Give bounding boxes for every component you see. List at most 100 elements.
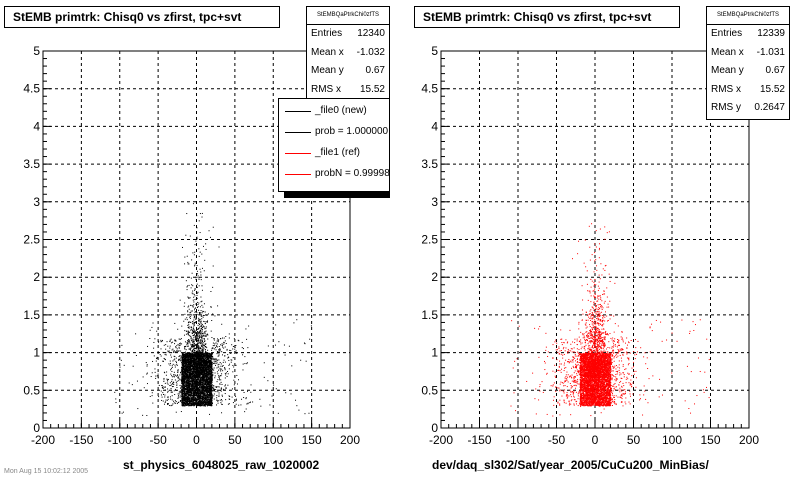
scatter-point — [208, 401, 210, 403]
scatter-point — [186, 377, 188, 379]
scatter-point — [187, 393, 189, 395]
scatter-point — [195, 397, 197, 399]
scatter-point — [186, 404, 188, 406]
scatter-point — [198, 345, 200, 347]
scatter-point — [187, 382, 189, 384]
scatter-point — [211, 379, 213, 381]
scatter-point — [197, 365, 199, 367]
scatter-point — [203, 362, 205, 364]
scatter-point — [209, 402, 211, 404]
scatter-point — [205, 375, 207, 377]
scatter-point — [188, 324, 190, 326]
scatter-point — [189, 387, 191, 389]
scatter-point — [200, 404, 202, 406]
scatter-point — [200, 315, 202, 317]
scatter-point — [207, 393, 209, 395]
scatter-point — [189, 403, 191, 405]
scatter-point — [205, 386, 207, 388]
scatter-point — [204, 368, 206, 370]
scatter-point — [205, 335, 207, 337]
scatter-point — [204, 361, 206, 363]
scatter-point — [210, 354, 212, 356]
scatter-point — [202, 368, 204, 370]
scatter-point — [193, 394, 195, 396]
scatter-point — [182, 352, 184, 354]
scatter-point — [204, 365, 206, 367]
scatter-point — [182, 398, 184, 400]
scatter-point — [197, 377, 199, 379]
scatter-point — [182, 376, 184, 378]
scatter-point — [207, 354, 209, 356]
scatter-point — [200, 403, 202, 405]
scatter-point — [204, 357, 206, 359]
scatter-point — [194, 376, 196, 378]
scatter-point — [199, 363, 201, 365]
scatter-point — [208, 404, 210, 406]
scatter-point — [198, 356, 200, 358]
scatter-point — [211, 352, 213, 354]
scatter-point — [198, 395, 200, 397]
scatter-point — [205, 343, 207, 345]
scatter-point — [187, 359, 189, 361]
scatter-point — [193, 265, 195, 267]
scatter-point — [188, 397, 190, 399]
scatter-point — [208, 359, 210, 361]
scatter-point — [200, 353, 202, 355]
scatter-point — [193, 319, 195, 321]
scatter-point — [197, 391, 199, 393]
scatter-point — [201, 383, 203, 385]
scatter-point — [196, 396, 198, 398]
scatter-point — [192, 366, 194, 368]
scatter-point — [185, 358, 187, 360]
scatter-point — [211, 358, 213, 360]
scatter-point — [203, 403, 205, 405]
scatter-point — [203, 403, 205, 405]
scatter-point — [193, 362, 195, 364]
scatter-point — [204, 359, 206, 361]
scatter-point — [195, 375, 197, 377]
scatter-point — [190, 397, 192, 399]
scatter-point — [197, 331, 199, 333]
scatter-point — [195, 393, 197, 395]
scatter-point — [206, 361, 208, 363]
scatter-point — [205, 403, 207, 405]
scatter-point — [194, 354, 196, 356]
scatter-point — [187, 368, 189, 370]
scatter-point — [196, 394, 198, 396]
scatter-point — [203, 356, 205, 358]
scatter-point — [194, 349, 196, 351]
scatter-point — [190, 363, 192, 365]
scatter-point — [211, 365, 213, 367]
scatter-point — [203, 389, 205, 391]
scatter-point — [199, 376, 201, 378]
scatter-point — [210, 385, 212, 387]
scatter-point — [201, 378, 203, 380]
scatter-point — [190, 368, 192, 370]
scatter-point — [209, 372, 211, 374]
scatter-point — [201, 352, 203, 354]
scatter-point — [190, 386, 192, 388]
scatter-point — [188, 377, 190, 379]
scatter-point — [190, 355, 192, 357]
scatter-point — [188, 375, 190, 377]
scatter-point — [189, 391, 191, 393]
scatter-point — [191, 371, 193, 373]
scatter-point — [184, 351, 186, 353]
scatter-point — [211, 391, 213, 393]
scatter-point — [186, 377, 188, 379]
scatter-point — [199, 357, 201, 359]
scatter-point — [182, 372, 184, 374]
scatter-point — [194, 377, 196, 379]
scatter-point — [188, 341, 190, 343]
scatter-point — [189, 331, 191, 333]
scatter-point — [200, 371, 202, 373]
scatter-point — [186, 355, 188, 357]
scatter-point — [186, 401, 188, 403]
scatter-point — [193, 317, 195, 319]
scatter-point — [184, 380, 186, 382]
scatter-point — [186, 353, 188, 355]
scatter-point — [211, 363, 213, 365]
scatter-point — [182, 367, 184, 369]
scatter-point — [208, 378, 210, 380]
scatter-point — [205, 389, 207, 391]
